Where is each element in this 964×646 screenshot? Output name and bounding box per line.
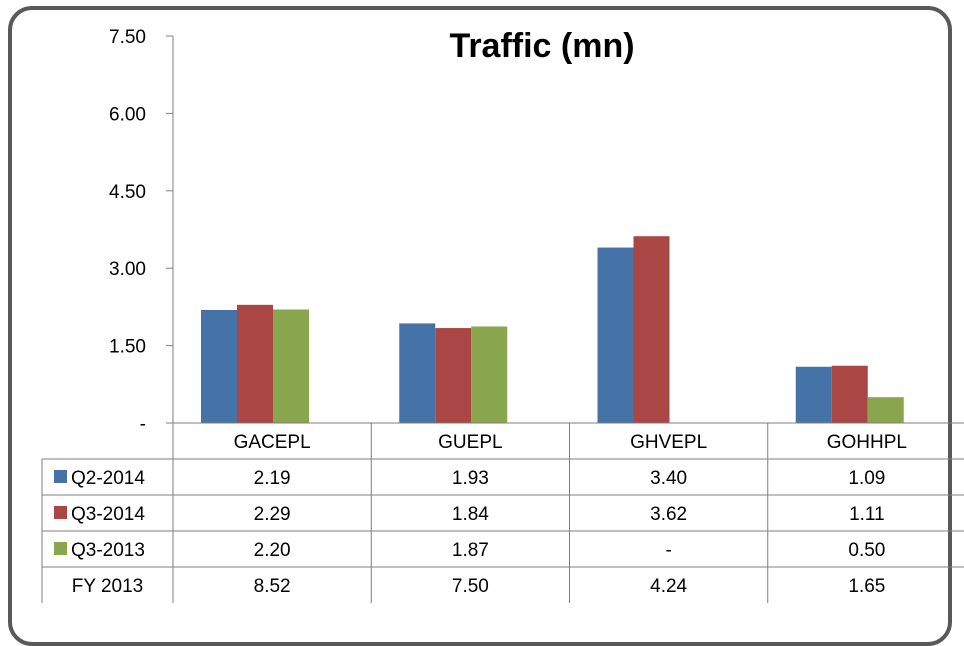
category-label: GHVEPL: [630, 432, 707, 453]
data-label: 7.50: [452, 576, 489, 597]
data-label: 1.87: [452, 540, 489, 561]
category-label: GUEPL: [438, 432, 502, 453]
legend-label: Q3-2014: [71, 504, 145, 525]
data-label: 2.29: [254, 504, 291, 525]
bar-q3-2013: [273, 309, 309, 423]
y-tick-label: -: [140, 414, 146, 435]
data-label: 1.84: [452, 504, 489, 525]
y-tick-label: 7.50: [109, 27, 146, 48]
legend-key-q3-2014: [54, 506, 67, 519]
bar-q2-2014: [597, 247, 634, 423]
y-tick-label: 3.00: [109, 259, 146, 280]
bar-q3-2014: [633, 236, 670, 423]
data-label: 1.65: [848, 576, 885, 597]
data-label: 1.09: [848, 468, 885, 489]
y-tick-label: 1.50: [109, 337, 146, 358]
y-tick-label: 6.00: [109, 104, 146, 125]
data-label: 3.62: [650, 504, 687, 525]
legend-key-q2-2014: [54, 470, 67, 483]
traffic-chart: Traffic (mn) - 1.50 3.00 4.50 6.00 7.50 GACEPL G…: [41, 27, 964, 603]
data-label: -: [665, 540, 671, 561]
bar-q3-2014: [831, 365, 868, 423]
data-label: 4.24: [650, 576, 687, 597]
data-label: 0.50: [848, 540, 885, 561]
legend-key-q3-2013: [54, 542, 67, 555]
bar-q2-2014: [795, 366, 832, 423]
bar-q3-2013: [471, 326, 508, 423]
data-label: 8.52: [254, 576, 291, 597]
data-label: 3.40: [650, 468, 687, 489]
bar-q3-2014: [237, 304, 273, 423]
legend-label: Q2-2014: [71, 468, 145, 489]
data-label: 1.11: [849, 504, 885, 525]
data-label: 1.93: [452, 468, 489, 489]
category-label: GOHHPL: [827, 432, 907, 453]
bar-q2-2014: [399, 323, 436, 423]
bar-q2-2014: [201, 309, 237, 423]
data-label: 2.20: [254, 540, 291, 561]
chart-title: Traffic (mn): [449, 27, 634, 65]
bar-q3-2013: [867, 397, 904, 423]
bar-q3-2014: [435, 328, 472, 423]
data-label: 2.19: [254, 468, 291, 489]
y-tick-label: 4.50: [109, 182, 146, 203]
category-label: GACEPL: [234, 432, 311, 453]
table-row-label: FY 2013: [72, 576, 143, 597]
legend-label: Q3-2013: [71, 540, 145, 561]
